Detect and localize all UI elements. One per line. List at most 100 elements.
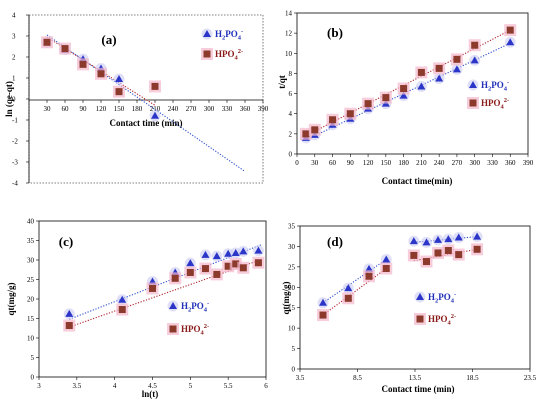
- y-tick-label: 2: [289, 130, 293, 138]
- legend-marker: [203, 50, 211, 58]
- point-hpo4: [149, 284, 156, 292]
- x-tick-label: 4.5: [148, 382, 157, 390]
- point-hpo4: [171, 274, 179, 282]
- point-hpo4: [224, 262, 232, 270]
- x-tick-label: 360: [240, 105, 251, 113]
- x-tick-label: 270: [452, 159, 463, 167]
- y-tick-label: 8: [289, 70, 293, 78]
- point-hpo4: [43, 38, 51, 46]
- x-tick-label: 210: [416, 159, 427, 167]
- x-tick-label: 390: [523, 159, 534, 167]
- y-tick-label: -4: [12, 180, 18, 188]
- plot-frame: [28, 14, 264, 184]
- x-tick-label: 3: [37, 382, 41, 390]
- legend-entry: H2PO4-: [481, 79, 509, 93]
- x-tick-label: 150: [381, 159, 392, 167]
- y-axis-label: t/qt: [277, 75, 287, 89]
- point-hpo4: [346, 110, 354, 118]
- x-tick-label: 330: [222, 105, 233, 113]
- legend-entry: HPO42-: [481, 97, 509, 111]
- panel-d: 0 5 10 15 20 25 30 35 3.5 8.5 13.5 18.5 23.5 (d) H2PO4…: [281, 223, 537, 395]
- x-tick-label: 360: [505, 159, 516, 167]
- x-tick-label: 210: [150, 105, 161, 113]
- point-h2po4: [382, 255, 391, 263]
- point-hpo4: [311, 126, 319, 134]
- point-h2po4: [454, 233, 463, 241]
- point-hpo4: [434, 249, 442, 257]
- point-h2po4: [444, 235, 453, 243]
- point-hpo4: [151, 82, 159, 90]
- panel-label: (a): [101, 32, 116, 47]
- x-tick-label: 13.5: [409, 374, 422, 382]
- y-tick-label: 10: [27, 335, 35, 343]
- legend-marker: [416, 315, 424, 323]
- y-tick-label: -2: [12, 138, 18, 146]
- point-hpo4: [473, 245, 481, 253]
- legend-marker: [203, 30, 211, 37]
- legend-marker: [169, 302, 177, 309]
- x-tick-label: 150: [114, 105, 125, 113]
- x-tick-label: 300: [469, 159, 480, 167]
- point-hpo4: [79, 60, 87, 68]
- x-tick-label: 0: [295, 159, 299, 167]
- x-tick-label: 30: [311, 159, 319, 167]
- panel-a: -4 -3 -2 -1 0 1 2 3 4 30 60 90 120 150 180 210 240 270 300…: [4, 12, 269, 188]
- fit-line-hpo4: [413, 248, 478, 262]
- point-h2po4: [422, 238, 431, 246]
- point-h2po4: [344, 284, 353, 292]
- y-tick-label: 4: [12, 12, 16, 20]
- point-hpo4: [344, 294, 352, 302]
- point-hpo4: [417, 68, 425, 76]
- point-h2po4: [435, 74, 444, 82]
- point-hpo4: [382, 94, 390, 102]
- point-hpo4: [118, 306, 126, 314]
- y-tick-label: 3: [12, 33, 16, 41]
- point-h2po4: [473, 232, 482, 240]
- x-tick-label: 120: [96, 105, 107, 113]
- panel-label: (d): [327, 234, 343, 249]
- point-hpo4: [410, 251, 418, 259]
- y-tick-label: 10: [285, 50, 293, 58]
- point-h2po4: [417, 82, 426, 90]
- legend-entry: H2PO4-: [215, 28, 243, 42]
- legend-marker: [469, 81, 477, 88]
- point-hpo4: [435, 64, 443, 72]
- point-hpo4: [61, 45, 69, 53]
- y-tick-label: 14: [285, 10, 293, 18]
- point-hpo4: [382, 264, 390, 272]
- point-h2po4: [399, 91, 408, 99]
- point-hpo4: [213, 270, 221, 278]
- y-tick-label: 20: [288, 284, 296, 292]
- point-h2po4: [239, 247, 248, 255]
- x-tick-label: 4: [113, 382, 117, 390]
- y-tick-label: 30: [288, 243, 296, 251]
- point-hpo4: [365, 272, 373, 280]
- point-hpo4: [232, 260, 240, 268]
- y-tick-label: 0: [12, 96, 16, 104]
- point-h2po4: [231, 248, 240, 256]
- y-tick-label: 0: [31, 374, 35, 382]
- x-tick-label: 240: [434, 159, 445, 167]
- y-axis-label: ln (qe-qt): [4, 81, 14, 117]
- y-tick-label: 10: [288, 325, 296, 333]
- x-tick-label: 180: [398, 159, 409, 167]
- point-h2po4: [65, 309, 74, 317]
- point-hpo4: [65, 322, 73, 330]
- y-tick-label: 30: [27, 257, 35, 265]
- y-tick-label: 25: [288, 263, 296, 271]
- fit-line-hpo4: [322, 268, 387, 316]
- point-hpo4: [423, 258, 430, 266]
- point-hpo4: [186, 268, 194, 276]
- legend-entry: HPO42-: [181, 323, 209, 337]
- point-h2po4: [224, 249, 233, 257]
- x-axis-label: Contact time(min): [382, 176, 453, 186]
- y-tick-label: 15: [288, 304, 296, 312]
- point-hpo4: [254, 259, 262, 267]
- x-tick-label: 270: [186, 105, 197, 113]
- point-h2po4: [452, 65, 461, 73]
- y-tick-label: 5: [292, 345, 296, 353]
- y-axis-label: qt(mg/g): [6, 283, 16, 316]
- point-hpo4: [506, 26, 514, 34]
- point-hpo4: [115, 88, 123, 96]
